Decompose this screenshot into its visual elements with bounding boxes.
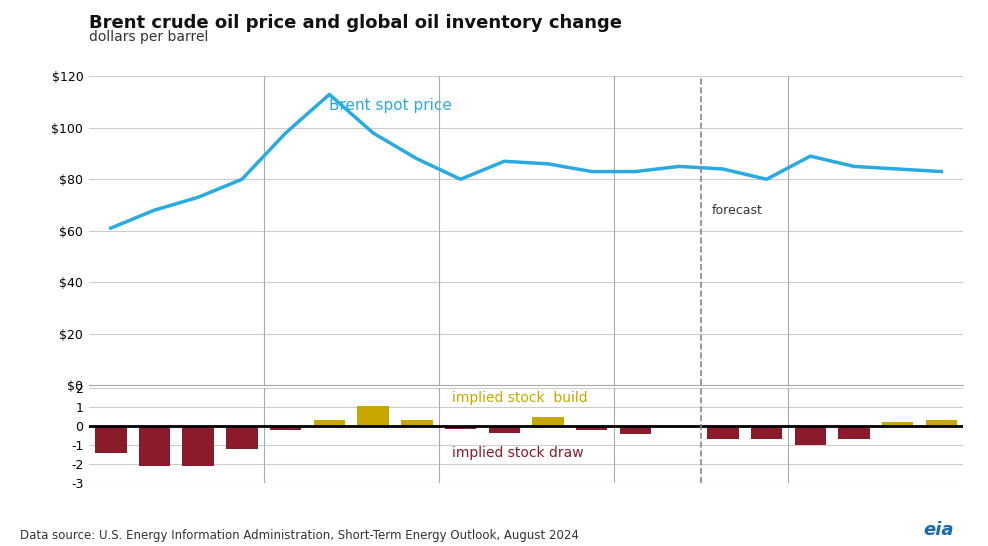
Bar [838,426,869,439]
Bar [183,426,214,466]
Bar [926,420,957,426]
Text: Data source: U.S. Energy Information Administration, Short-Term Energy Outlook, : Data source: U.S. Energy Information Adm… [20,529,579,542]
Bar [488,426,520,432]
Bar [313,420,345,426]
Bar [138,426,170,466]
Bar [358,406,389,426]
Bar [619,426,651,435]
Bar [794,426,826,445]
Text: implied stock  build: implied stock build [452,391,588,405]
Bar [445,426,476,429]
Bar [270,426,301,430]
Bar [533,417,564,426]
Text: eia: eia [923,521,953,539]
Text: forecast: forecast [712,204,763,217]
Bar [751,426,782,439]
Bar [95,426,126,453]
Text: Brent crude oil price and global oil inventory change: Brent crude oil price and global oil inv… [89,14,621,32]
Text: dollars per barrel: dollars per barrel [89,30,208,44]
Bar [576,426,608,430]
Text: implied stock draw: implied stock draw [452,447,583,460]
Bar [882,422,914,426]
Bar [401,420,433,426]
Text: Brent spot price: Brent spot price [329,98,453,113]
Bar [226,426,258,449]
Bar [707,426,739,439]
